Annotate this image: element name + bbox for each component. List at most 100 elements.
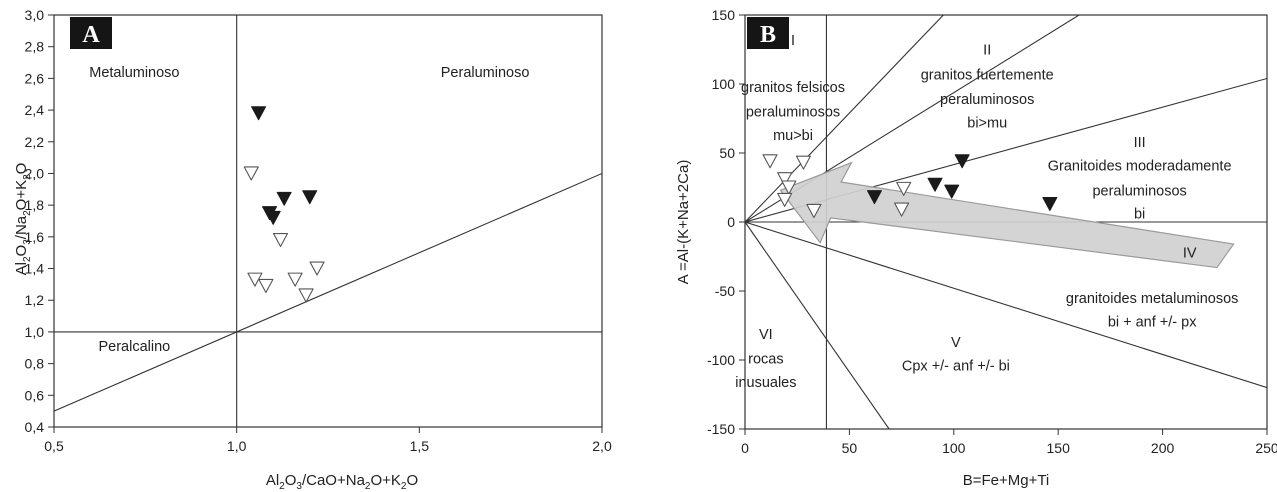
panel-a-open-triangle-point xyxy=(243,166,259,181)
panel-b-region-label: IV xyxy=(1183,245,1197,261)
panel-b-region-label: granitos fuertemente xyxy=(921,67,1054,83)
panel-b-region-label: V xyxy=(951,335,961,351)
panel-b-x-tick-label: 150 xyxy=(1047,440,1071,456)
panel-a-y-tick-label: 2,6 xyxy=(25,70,45,86)
panel-b-letter: B xyxy=(760,22,776,48)
panel-a-letter-badge: A xyxy=(70,17,112,49)
panel-a-y-tick-label: 0,8 xyxy=(25,356,45,372)
panel-b-boundary-line xyxy=(745,221,890,429)
panel-b-region-label: bi>mu xyxy=(967,116,1007,132)
panel-b-region-label: rocas xyxy=(748,352,783,368)
panel-b-open-triangle-point xyxy=(762,154,778,169)
panel-a-open-triangle-point xyxy=(309,261,325,276)
panel-b-trend-arrow-shape xyxy=(779,161,1235,269)
panel-b-open-triangle-point xyxy=(777,172,793,187)
panel-a-filled-triangle-point xyxy=(265,210,281,225)
panel-b-x-axis-title: B=Fe+Mg+Ti xyxy=(963,472,1050,489)
panel-b-region-label: granitoides metaluminosos xyxy=(1066,291,1238,307)
panel-a-frame xyxy=(53,14,603,428)
panel-a-y-tick-label: 1,0 xyxy=(25,324,45,340)
panel-b-region-label: Cpx +/- anf +/- bi xyxy=(902,359,1010,375)
panel-b-region-label: peraluminosos xyxy=(746,105,840,121)
panel-b-filled-triangle-point xyxy=(866,190,882,205)
panel-b-region-label: I xyxy=(791,33,795,49)
panel-a-y-tick-label: 1,4 xyxy=(25,261,45,277)
panel-b-y-tick-label: -100 xyxy=(707,352,735,368)
panel-a-filled-triangle-point xyxy=(251,106,267,121)
panel-b-x-tick-label: 200 xyxy=(1151,440,1175,456)
panel-a-y-tick-label: 2,2 xyxy=(25,134,45,150)
panel-b-y-tick-label: 100 xyxy=(712,76,736,92)
panel-b-x-tick-label: 250 xyxy=(1255,440,1277,456)
panel-a-y-tick-label: 0,6 xyxy=(25,387,45,403)
panel-a: Metaluminoso Peraluminoso Peralcalino 0,5 1… xyxy=(13,7,612,492)
panel-a-letter: A xyxy=(82,22,100,48)
panel-b-y-tick-label: 0 xyxy=(727,214,735,230)
panel-b-region-label: mu>bi xyxy=(773,128,813,144)
panel-a-region-label: Peralcalino xyxy=(98,339,170,355)
panel-a-open-triangle-point xyxy=(298,288,314,303)
panel-b-filled-triangle-point xyxy=(944,184,960,199)
panel-b-trend-arrow xyxy=(779,161,1235,269)
panel-b-filled-triangle-point xyxy=(954,154,970,169)
panel-a-boundary-line xyxy=(54,172,602,412)
panel-b-y-tick-label: 50 xyxy=(719,145,735,161)
panel-b-region-label: bi xyxy=(1134,207,1145,223)
panel-b-open-triangle-point xyxy=(795,155,812,170)
panel-a-y-tick-label: 2,0 xyxy=(25,165,45,181)
panel-b-region-label: granitos felsicos xyxy=(741,80,845,96)
panel-a-x-tick-label: 1,0 xyxy=(227,438,247,454)
panel-a-y-tick-label: 2,8 xyxy=(25,39,45,55)
panel-a-x-tick-label: 1,5 xyxy=(410,438,430,454)
panel-a-region-label: Metaluminoso xyxy=(89,65,179,81)
panel-b-y-tick-label: -50 xyxy=(715,283,735,299)
panel-b-open-triangle-point xyxy=(806,203,822,219)
panel-b-x-tick-label: 0 xyxy=(741,440,749,456)
panel-a-data-points xyxy=(243,106,325,303)
panel-b-region-label: II xyxy=(983,43,991,59)
panel-b-boundary-line xyxy=(745,15,944,223)
panel-b-region-label: peraluminosos xyxy=(940,92,1034,108)
panel-b-x-tick-label: 50 xyxy=(842,440,858,456)
panel-a-open-triangle-point xyxy=(258,278,274,294)
panel-a-open-triangle-point xyxy=(272,232,289,248)
panel-a-x-tick-label: 0,5 xyxy=(44,438,64,454)
panel-b-x-tick-label: 100 xyxy=(942,440,966,456)
panel-b-open-triangle-point xyxy=(894,202,910,217)
panel-b-boundary-line xyxy=(745,221,1267,389)
panel-a-filled-triangle-point xyxy=(276,191,292,206)
panel-b-y-axis-title: A =Al-(K+Na+2Ca) xyxy=(675,160,692,285)
panel-b-region-label: bi + anf +/- px xyxy=(1108,314,1197,330)
panel-a-region-labels: Metaluminoso Peraluminoso Peralcalino xyxy=(89,65,529,355)
panel-a-y-tick-label: 3,0 xyxy=(25,7,45,23)
panel-a-y-tick-label: 1,6 xyxy=(25,229,45,245)
panel-b-filled-triangle-point xyxy=(1042,197,1058,212)
panel-b-open-triangle-point xyxy=(781,180,797,195)
panel-b-open-triangle-point xyxy=(896,181,912,196)
panel-a-ticks: 0,5 1,0 1,5 2,0 0,4 0,6 0,8 1,0 1,2 1,4 1,6 1,8 2,0 2… xyxy=(25,7,612,454)
panel-a-y-tick-label: 2,4 xyxy=(25,102,45,118)
panel-a-region-label: Peraluminoso xyxy=(441,65,530,81)
panel-a-y-tick-label: 1,8 xyxy=(25,197,45,213)
panel-a-y-axis-title: Al2O3/Na2O+K2O xyxy=(13,163,33,276)
panel-b-y-tick-label: -150 xyxy=(707,421,735,437)
panel-a-filled-triangle-point xyxy=(302,190,318,205)
panel-b-filled-triangle-point xyxy=(927,177,943,192)
panel-b-region-label: Granitoides moderadamente xyxy=(1048,158,1232,174)
panel-b-region-label: inusuales xyxy=(735,375,796,391)
panel-a-y-tick-label: 1,2 xyxy=(25,292,45,308)
panel-a-x-tick-label: 2,0 xyxy=(592,438,612,454)
panel-b-data-points xyxy=(762,154,1058,219)
panel-b-open-triangle-point xyxy=(777,192,793,207)
panel-b-letter-badge: B xyxy=(747,17,789,49)
panel-b-region-label: III xyxy=(1134,135,1146,151)
panel-a-y-tick-label: 0,4 xyxy=(25,419,45,435)
panel-a-open-triangle-point xyxy=(287,272,303,287)
panel-a-x-axis-title: Al2O3/CaO+Na2O+K2O xyxy=(266,472,418,492)
panel-b-y-tick-label: 150 xyxy=(712,7,736,23)
panel-b-region-label: VI xyxy=(759,327,773,343)
panel-b-ticks: 0 50 100 150 200 250 150 100 50 0 -50 -100 -150 xyxy=(707,7,1277,456)
